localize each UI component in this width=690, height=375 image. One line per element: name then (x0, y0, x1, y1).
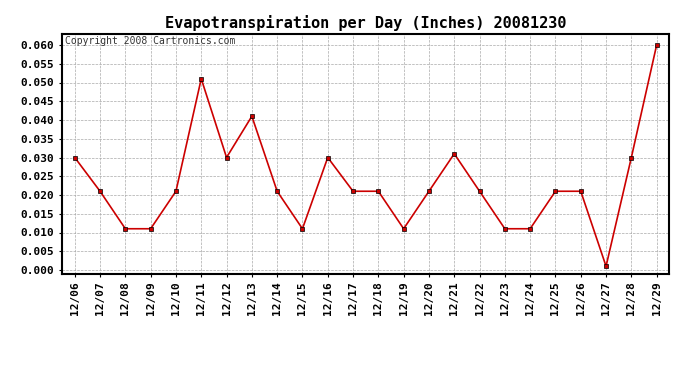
Text: Copyright 2008 Cartronics.com: Copyright 2008 Cartronics.com (65, 36, 235, 46)
Title: Evapotranspiration per Day (Inches) 20081230: Evapotranspiration per Day (Inches) 2008… (165, 15, 566, 31)
